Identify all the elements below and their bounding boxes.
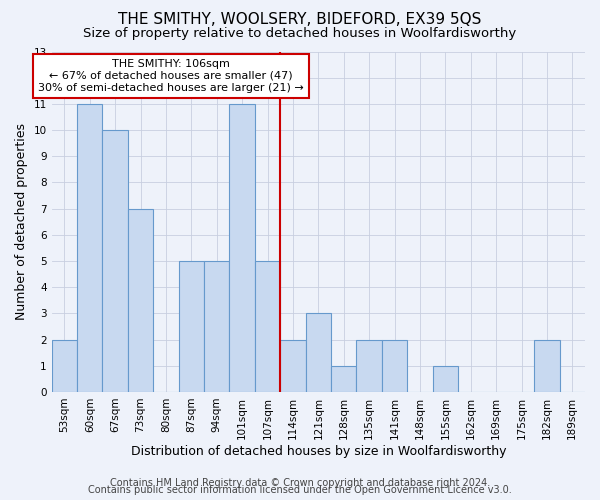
Text: Size of property relative to detached houses in Woolfardisworthy: Size of property relative to detached ho…: [83, 28, 517, 40]
Text: THE SMITHY: 106sqm
← 67% of detached houses are smaller (47)
30% of semi-detache: THE SMITHY: 106sqm ← 67% of detached hou…: [38, 60, 304, 92]
Bar: [128, 208, 153, 392]
Bar: [534, 340, 560, 392]
Text: THE SMITHY, WOOLSERY, BIDEFORD, EX39 5QS: THE SMITHY, WOOLSERY, BIDEFORD, EX39 5QS: [118, 12, 482, 28]
Bar: [204, 261, 229, 392]
X-axis label: Distribution of detached houses by size in Woolfardisworthy: Distribution of detached houses by size …: [131, 444, 506, 458]
Bar: [305, 314, 331, 392]
Bar: [103, 130, 128, 392]
Bar: [179, 261, 204, 392]
Bar: [331, 366, 356, 392]
Text: Contains HM Land Registry data © Crown copyright and database right 2024.: Contains HM Land Registry data © Crown c…: [110, 478, 490, 488]
Bar: [255, 261, 280, 392]
Bar: [52, 340, 77, 392]
Bar: [382, 340, 407, 392]
Bar: [433, 366, 458, 392]
Text: Contains public sector information licensed under the Open Government Licence v3: Contains public sector information licen…: [88, 485, 512, 495]
Bar: [229, 104, 255, 392]
Bar: [356, 340, 382, 392]
Y-axis label: Number of detached properties: Number of detached properties: [15, 123, 28, 320]
Bar: [280, 340, 305, 392]
Bar: [77, 104, 103, 392]
